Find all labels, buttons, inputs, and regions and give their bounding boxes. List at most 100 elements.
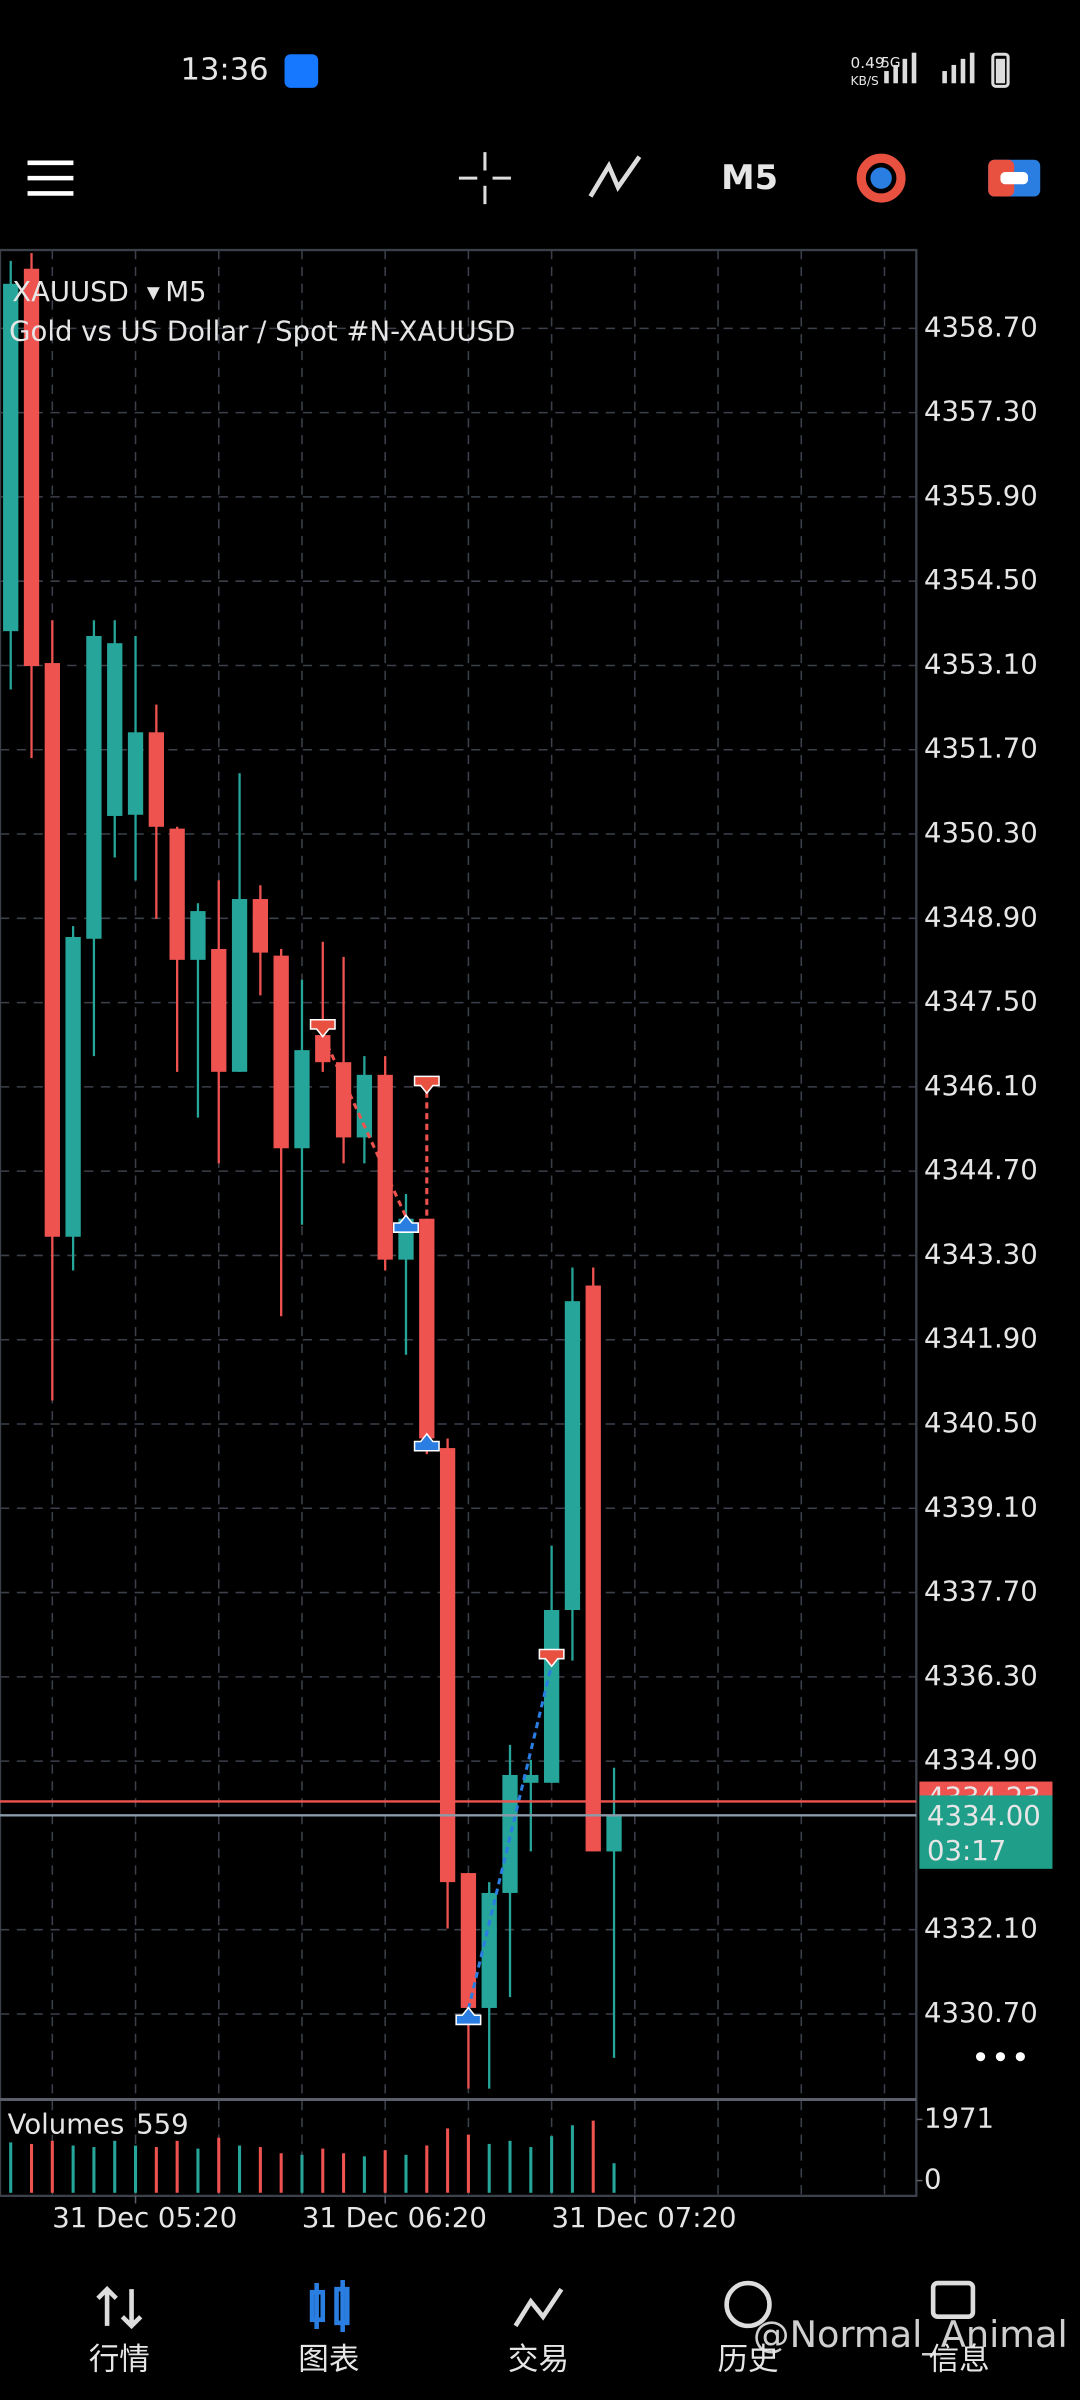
candle-body: [44, 663, 60, 1237]
candle-body: [3, 283, 19, 632]
buy-marker: [413, 1432, 440, 1452]
candle-body: [315, 1035, 331, 1063]
symbol[interactable]: XAUUSD: [12, 276, 129, 308]
y-tick-label: 4347.50: [924, 986, 1038, 1018]
chart-frame: [0, 248, 918, 2198]
net-speed: 0.49: [851, 54, 885, 72]
y-tick-label: 4358.70: [924, 311, 1038, 343]
y-tick-label: 4340.50: [924, 1407, 1038, 1439]
y-tick-label: 4350.30: [924, 817, 1038, 849]
candle-body: [273, 955, 289, 1149]
candle-body: [294, 1050, 310, 1149]
clock-button[interactable]: [856, 153, 906, 203]
y-tick-label: 4357.30: [924, 396, 1038, 428]
crosshair-button[interactable]: [458, 152, 511, 205]
y-tick-label: 4344.70: [924, 1154, 1038, 1186]
candle-body: [127, 732, 144, 815]
symbol-dropdown[interactable]: ▼: [147, 282, 160, 302]
chart: 31 Dec 05:20 31 Dec 06:20 31 Dec 07:20 4358…: [0, 250, 1053, 2234]
symbol-description: Gold vs US Dollar / Spot #N-XAUUSD: [9, 316, 515, 348]
countdown: 03:17: [927, 1835, 1006, 1867]
watermark: @Normal_Animal: [753, 2313, 1068, 2356]
y-tick-label: 4343.30: [924, 1238, 1038, 1270]
volume-value: 559: [136, 2108, 189, 2140]
y-tick-label: 4336.30: [924, 1660, 1038, 1692]
volume-tick-label: 1971: [924, 2102, 994, 2134]
sell-marker: [538, 1648, 565, 1668]
volume-label: Volumes: [8, 2108, 125, 2140]
nav-item[interactable]: 行情: [89, 2343, 150, 2378]
candle-body: [460, 1873, 477, 2008]
volume-tick-label: 0: [924, 2164, 942, 2196]
nav-item[interactable]: 历史: [717, 2343, 778, 2378]
sell-marker: [309, 1019, 336, 1038]
candle-body: [252, 899, 269, 953]
status-time: 13:36: [181, 53, 269, 88]
y-tick-label: 4339.10: [924, 1491, 1038, 1523]
signal-icons: [884, 52, 1010, 88]
nav-icon-chart: [309, 2280, 350, 2333]
x-tick-label: 31 Dec 06:20: [302, 2202, 487, 2234]
candle-body: [107, 643, 123, 816]
bottom-nav: 行情 图表 交易 历史 信息: [89, 2280, 990, 2378]
net-unit: KB/S: [851, 74, 880, 88]
x-tick-label: 31 Dec 07:20: [551, 2202, 736, 2234]
nav-item[interactable]: 图表: [298, 2343, 359, 2378]
nav-icon-trade: [513, 2287, 564, 2328]
y-tick-label: 4334.90: [924, 1744, 1038, 1776]
candle-body: [335, 1062, 352, 1138]
candle-body: [23, 268, 40, 667]
candle-body: [523, 1774, 539, 1783]
x-tick-label: 31 Dec 05:20: [52, 2202, 237, 2234]
timeframe-button[interactable]: M5: [721, 158, 778, 197]
sell-marker: [413, 1075, 440, 1095]
nav-item[interactable]: 信息: [929, 2343, 990, 2378]
candle-body: [65, 936, 81, 1237]
nav-icon-history: [724, 2280, 772, 2329]
clock-inner: [870, 167, 892, 189]
candle-body: [377, 1074, 393, 1260]
candle-body: [564, 1301, 581, 1611]
bid-tag: [919, 1795, 1053, 1869]
bid-tag-label: 4334.00: [927, 1800, 1041, 1832]
nav-icon-messages: [930, 2280, 976, 2320]
candle-body: [169, 828, 185, 960]
candle-body: [231, 899, 248, 1072]
y-tick-label: 4354.50: [924, 564, 1038, 596]
candle-body: [502, 1774, 518, 1893]
y-tick-label: 4351.70: [924, 733, 1038, 765]
candle-body: [439, 1448, 456, 1883]
app-icon: [284, 54, 319, 88]
candle-body: [585, 1285, 601, 1852]
y-tick-label: 4330.70: [924, 1997, 1038, 2029]
menu-button[interactable]: [27, 160, 74, 196]
y-tick-label: 4348.90: [924, 901, 1038, 933]
y-tick-label: 4341.90: [924, 1323, 1038, 1355]
y-tick-label: 4332.10: [924, 1913, 1038, 1945]
y-tick-label: 4337.70: [924, 1576, 1038, 1608]
nav-item[interactable]: 交易: [508, 2343, 569, 2378]
candle-body: [86, 635, 102, 939]
nav-icon-quotes: [96, 2285, 143, 2330]
trade-link: [466, 1664, 554, 2010]
trade-link: [321, 1034, 408, 1218]
buy-marker: [392, 1214, 419, 1233]
candle-body: [356, 1074, 373, 1138]
candle-body: [543, 1610, 560, 1783]
candle-body: [481, 1892, 497, 2008]
y-tick-label: 4346.10: [924, 1070, 1038, 1102]
trade-button-mark: [1000, 172, 1028, 185]
y-tick-label: 4355.90: [924, 480, 1038, 512]
chart-timeframe: M5: [165, 276, 206, 308]
buy-marker: [455, 2006, 482, 2026]
indicator-button[interactable]: [588, 155, 642, 198]
candle-body: [606, 1815, 622, 1852]
candle-body: [148, 732, 164, 827]
more-button[interactable]: [975, 2052, 1025, 2062]
candle-body: [190, 911, 206, 960]
y-tick-label: 4353.10: [924, 648, 1038, 680]
candle-body: [211, 949, 227, 1072]
